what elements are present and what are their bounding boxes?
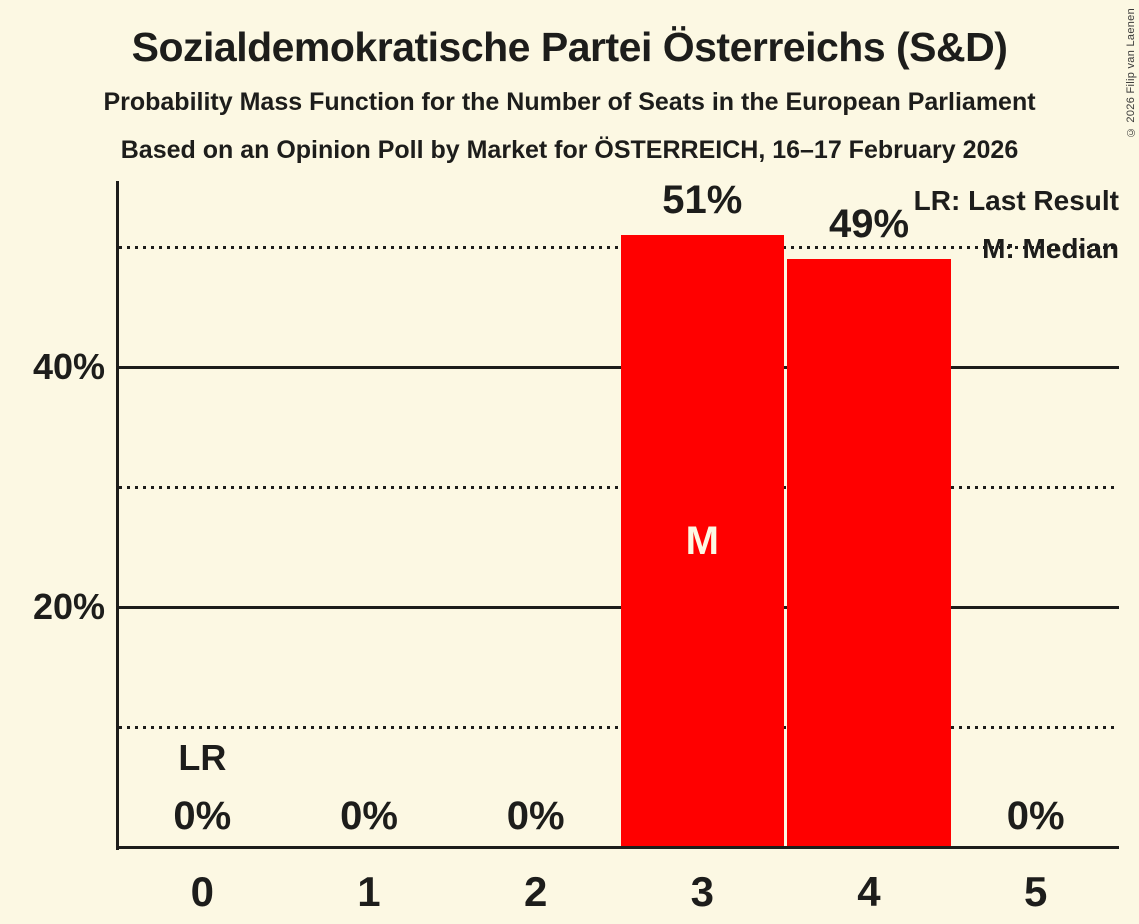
x-axis-tick-3: 3 <box>690 868 714 915</box>
x-axis-line <box>116 846 1119 849</box>
last-result-marker: LR <box>178 737 227 778</box>
plot-area: 0% 0% 0% 51% 49% 0% LR M <box>116 178 1119 850</box>
bar-seat-4 <box>787 259 951 847</box>
value-label-seat-5: 0% <box>1006 794 1065 838</box>
value-label-seat-4: 49% <box>828 202 910 246</box>
median-marker: M <box>685 519 719 563</box>
value-label-seat-1: 0% <box>340 794 398 838</box>
x-axis-tick-2: 2 <box>523 868 548 915</box>
gridline-30pct <box>119 485 1119 489</box>
y-axis-tick-40: 40% <box>32 346 105 387</box>
legend-median: M: Median <box>982 233 1119 264</box>
gridline-50pct <box>119 245 1119 249</box>
x-axis-tick-0: 0 <box>190 868 214 915</box>
copyright-notice: © 2026 Filip van Laenen <box>1125 8 1137 139</box>
y-axis-line <box>116 181 119 850</box>
legend-last-result: LR: Last Result <box>913 185 1119 216</box>
x-axis-tick-1: 1 <box>357 868 381 915</box>
y-axis-tick-20: 20% <box>32 586 105 627</box>
x-axis-tick-5: 5 <box>1023 868 1048 915</box>
gridline-40pct <box>119 365 1119 369</box>
value-label-seat-3: 51% <box>662 178 743 222</box>
chart-source-line: Based on an Opinion Poll by Market for Ö… <box>120 136 1019 164</box>
x-axis-tick-4: 4 <box>857 868 881 915</box>
gridline-10pct <box>119 725 1119 729</box>
chart-title: Sozialdemokratische Partei Österreichs (… <box>131 24 1008 70</box>
value-label-seat-2: 0% <box>506 794 565 838</box>
chart-subtitle: Probability Mass Function for the Number… <box>103 88 1036 116</box>
value-label-seat-0: 0% <box>173 794 232 838</box>
bar-seat-3 <box>620 235 785 847</box>
gridline-20pct <box>119 605 1119 609</box>
